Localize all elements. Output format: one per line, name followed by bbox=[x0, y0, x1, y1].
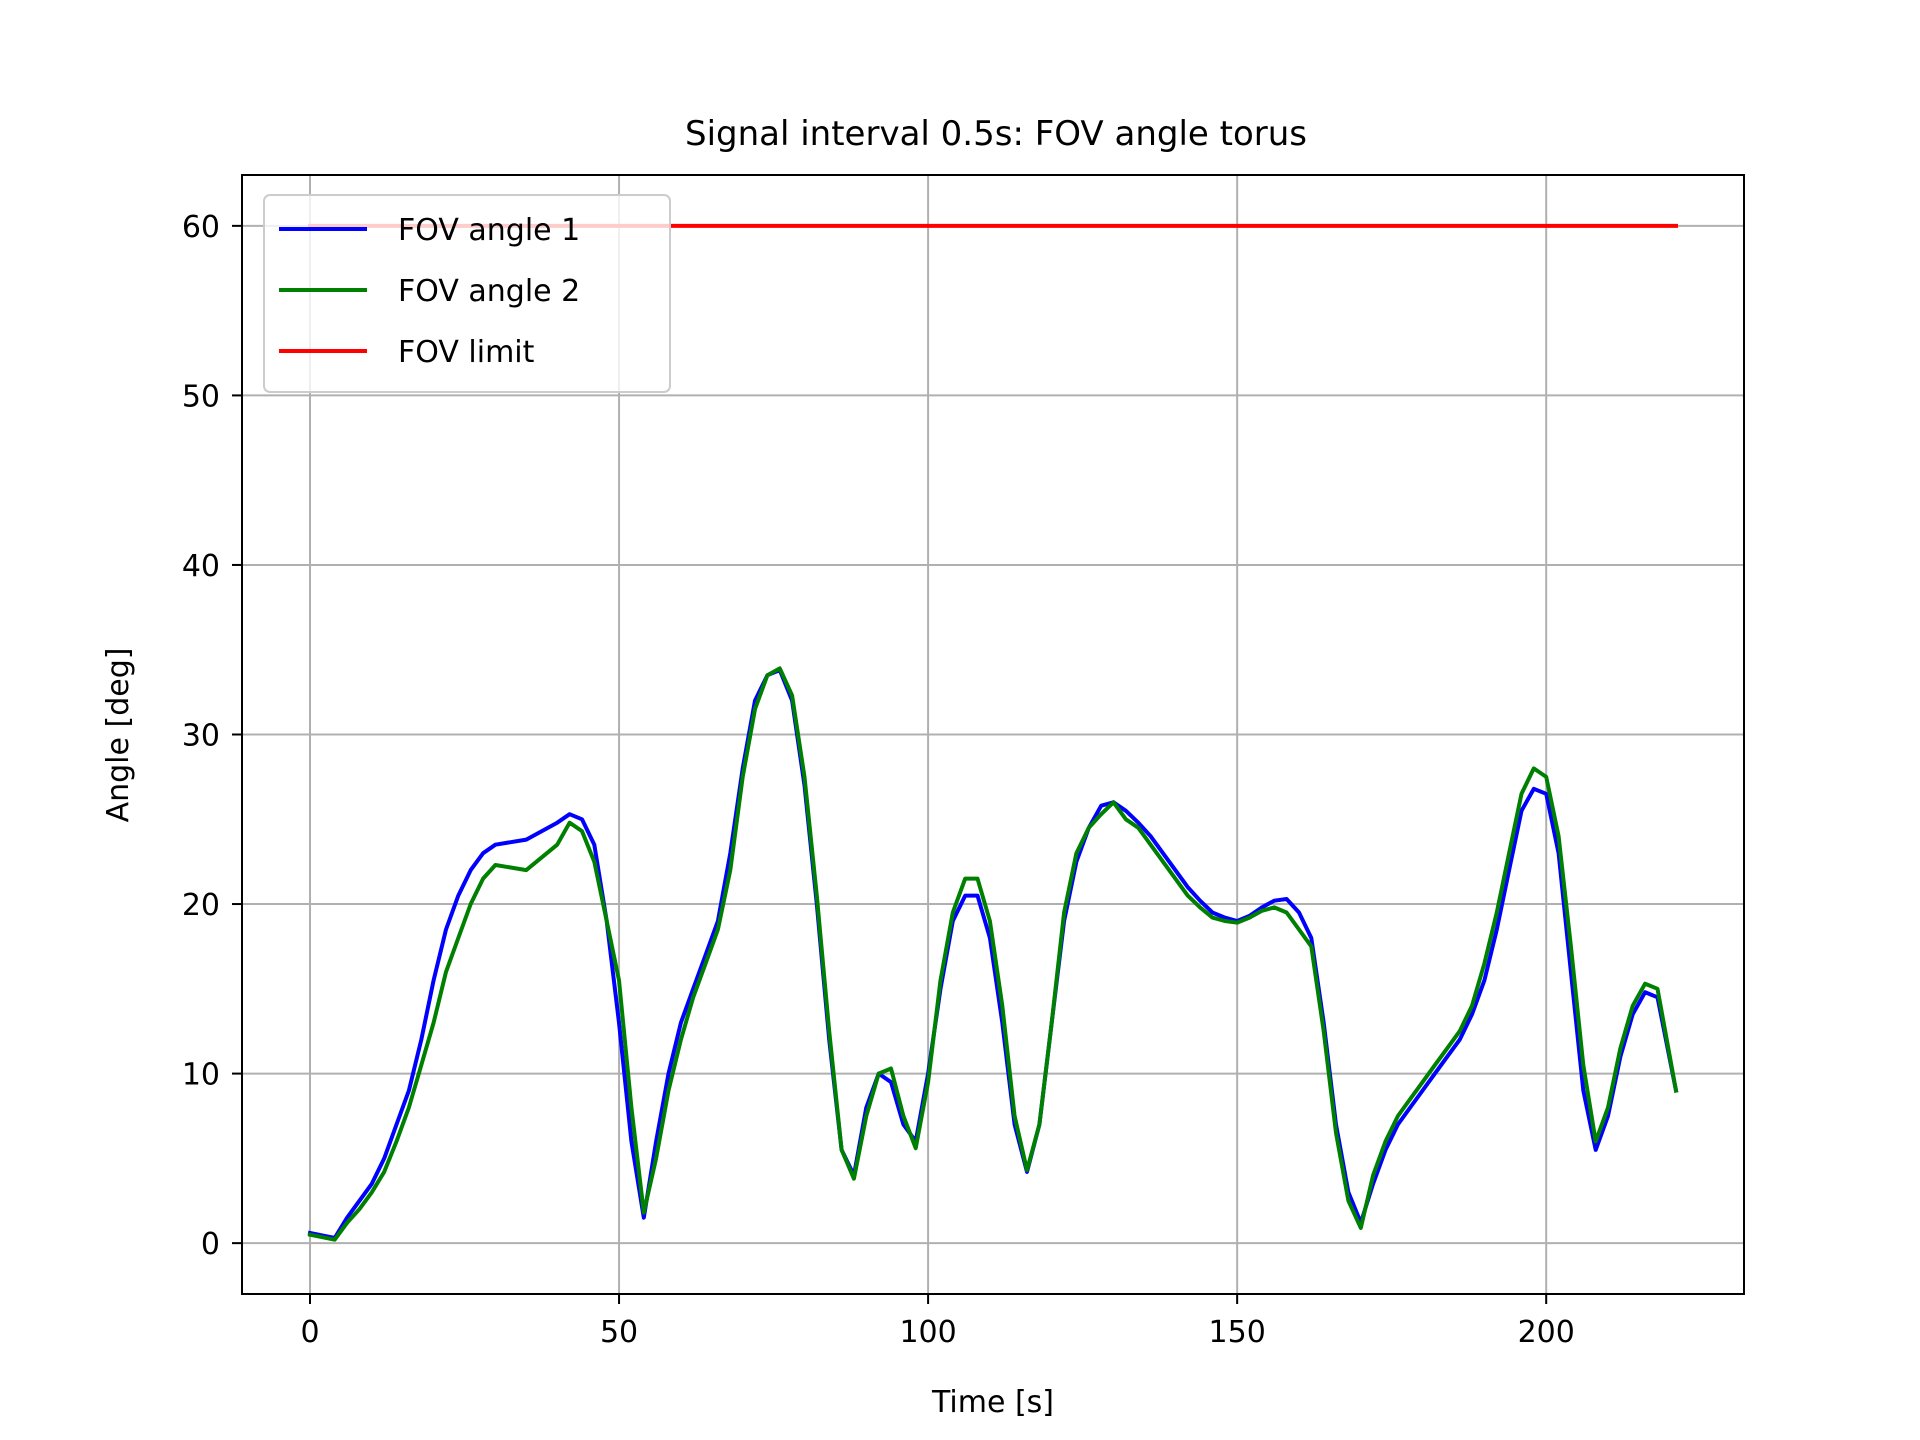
y-tick-label: 0 bbox=[201, 1227, 220, 1262]
y-tick-label: 30 bbox=[182, 719, 220, 754]
y-tick-label: 40 bbox=[182, 549, 220, 584]
legend-label-fov-angle-1: FOV angle 1 bbox=[398, 213, 580, 248]
chart-title: Signal interval 0.5s: FOV angle torus bbox=[685, 114, 1307, 154]
legend-label-fov-limit: FOV limit bbox=[398, 335, 535, 370]
y-tick-label: 60 bbox=[182, 210, 220, 245]
axis-ticks: 0 50 100 150 200 0 10 20 30 40 50 60 bbox=[182, 210, 1575, 1350]
x-tick-label: 150 bbox=[1209, 1315, 1266, 1350]
y-tick-label: 50 bbox=[182, 379, 220, 414]
legend: FOV angle 1 FOV angle 2 FOV limit bbox=[263, 194, 671, 393]
series-line-fov-angle-2 bbox=[307, 666, 1679, 1242]
x-tick-label: 100 bbox=[899, 1315, 956, 1350]
legend-box bbox=[263, 194, 671, 393]
plot-frame bbox=[241, 174, 1745, 1295]
legend-label-fov-angle-2: FOV angle 2 bbox=[398, 274, 580, 309]
x-tick-label: 200 bbox=[1518, 1315, 1575, 1350]
y-axis-label: Angle [deg] bbox=[101, 648, 136, 823]
x-tick-label: 0 bbox=[300, 1315, 319, 1350]
y-tick-label: 20 bbox=[182, 888, 220, 923]
grid bbox=[242, 175, 1744, 1294]
y-tick-label: 10 bbox=[182, 1058, 220, 1093]
x-tick-label: 50 bbox=[600, 1315, 638, 1350]
x-axis-label: Time [s] bbox=[931, 1385, 1054, 1420]
